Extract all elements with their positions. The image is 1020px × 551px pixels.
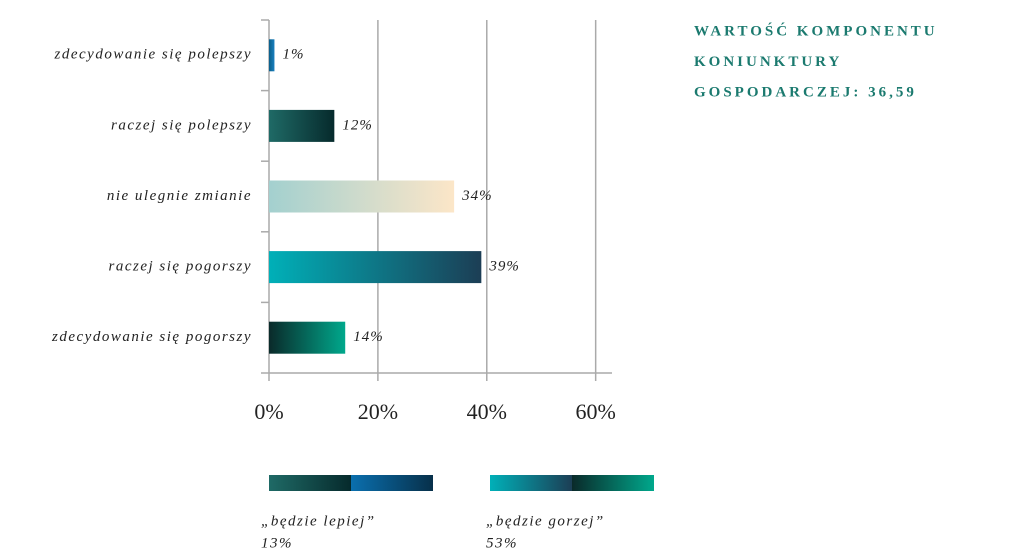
legend-label: „będzie lepiej” (261, 513, 376, 529)
category-label: raczej się polepszy (111, 117, 252, 133)
x-tick-label: 0% (254, 399, 283, 424)
value-label: 1% (282, 47, 304, 63)
bar (269, 321, 346, 354)
legend-label: „będzie gorzej” (486, 513, 605, 529)
value-label: 14% (353, 329, 384, 345)
bar (269, 251, 482, 284)
category-label: raczej się pogorszy (109, 259, 253, 275)
x-tick-label: 40% (467, 399, 507, 424)
category-label: zdecydowanie się pogorszy (51, 329, 252, 345)
value-label: 34% (461, 188, 493, 204)
category-label: nie ulegnie zmianie (107, 188, 252, 204)
legend-swatch (269, 475, 433, 491)
annotation: KONIUNKTURY (694, 54, 842, 70)
x-tick-label: 20% (358, 399, 398, 424)
bar (269, 180, 455, 213)
legend-share: 13% (261, 535, 293, 551)
legend-share: 53% (486, 535, 518, 551)
value-label: 39% (488, 259, 520, 275)
annotation: WARTOŚĆ KOMPONENTU (694, 22, 938, 39)
category-label: zdecydowanie się polepszy (54, 47, 252, 63)
legend-swatch (490, 475, 654, 491)
bar (269, 39, 275, 72)
bar (269, 109, 335, 142)
annotation: GOSPODARCZEJ: 36,59 (694, 84, 917, 100)
value-label: 12% (342, 117, 373, 133)
x-tick-label: 60% (576, 399, 616, 424)
